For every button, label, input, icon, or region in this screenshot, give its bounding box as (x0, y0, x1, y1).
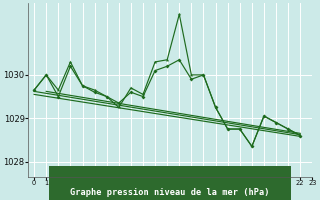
X-axis label: Graphe pression niveau de la mer (hPa): Graphe pression niveau de la mer (hPa) (70, 188, 270, 197)
